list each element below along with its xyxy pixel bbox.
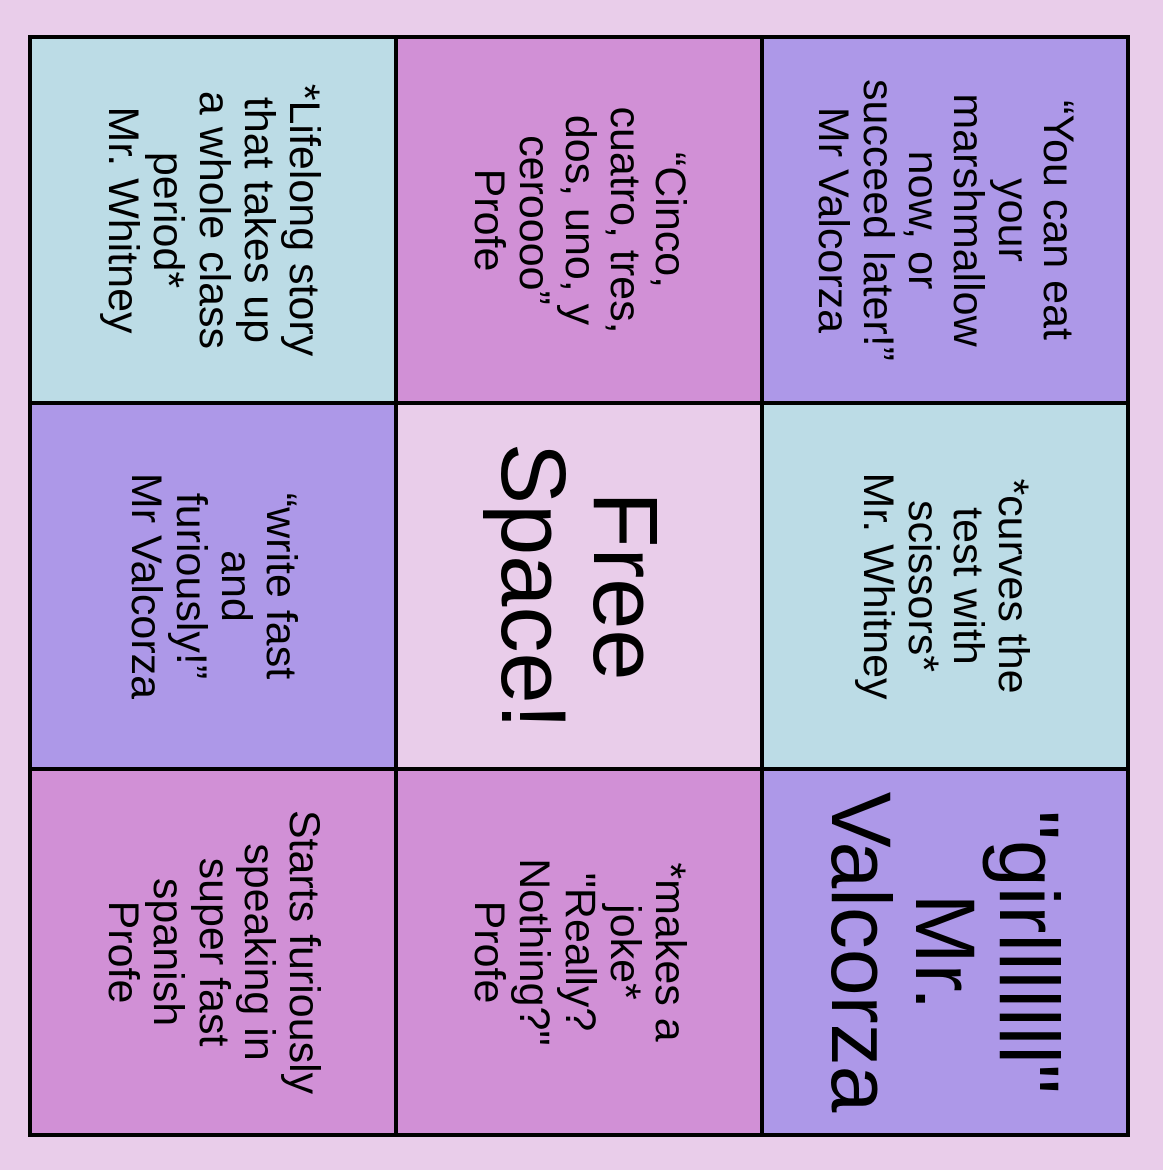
bingo-cell[interactable]: Starts furiously speaking in super fast … <box>32 771 394 1133</box>
bingo-cell[interactable]: *curves the test with scissors* Mr. Whit… <box>764 405 1126 767</box>
bingo-card: “You can eat your marshmallow now, or su… <box>28 35 1130 1137</box>
bingo-cell[interactable]: “write fast and furiously!” Mr Valcorza <box>32 405 394 767</box>
bingo-cell[interactable]: *makes a joke* "Really? Nothing?" Profe <box>398 771 760 1133</box>
bingo-cell[interactable]: “Cinco, cuatro, tres, dos, uno, y cerooo… <box>398 39 760 401</box>
bingo-cell[interactable]: “You can eat your marshmallow now, or su… <box>764 39 1126 401</box>
bingo-cell[interactable]: "girlllllll" Mr. Valcorza <box>764 771 1126 1133</box>
bingo-cell[interactable]: *Lifelong story that takes up a whole cl… <box>32 39 394 401</box>
free-space-cell[interactable]: Free Space! <box>398 405 760 767</box>
